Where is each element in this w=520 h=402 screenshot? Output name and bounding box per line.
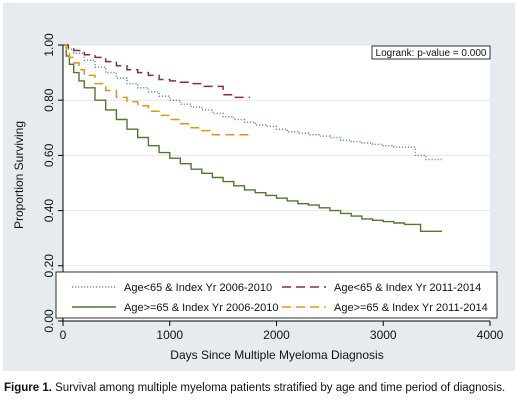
legend: Age<65 & Index Yr 2006-2010 Age<65 & Inde… [55,271,498,319]
x-tick-label: 2000 [263,328,290,342]
y-tick-label: 0.60 [42,143,56,167]
x-tick-label: 4000 [477,328,504,342]
legend-label-3: Age>=65 & Index Yr 2006-2010 [124,302,279,314]
y-tick-label: 1.00 [42,33,56,57]
series-lines [63,44,442,232]
x-tick-label: 0 [60,328,67,342]
legend-box [55,271,498,319]
logrank-text: Logrank: p-value = 0.000 [376,48,487,59]
caption-text: Survival among multiple myeloma patients… [51,382,506,394]
axis-ticks: 0.00 0.20 0.40 0.60 0.80 1.00 0 1000 2000 3000 400… [42,33,504,342]
y-tick-label: 0.80 [42,88,56,112]
figure-caption: Figure 1. Survival among multiple myelom… [4,382,516,394]
y-axis-label: Proportion Surviving [12,121,26,229]
series-line-1 [63,44,442,161]
legend-label-4: Age>=65 & Index Yr 2011-2014 [334,302,488,314]
x-axis-label: Days Since Multiple Myeloma Diagnosis [170,348,383,362]
legend-label-2: Age<65 & Index Yr 2011-2014 [334,282,481,294]
logrank-annotation: Logrank: p-value = 0.000 [371,45,491,60]
survival-chart: 0.00 0.20 0.40 0.60 0.80 1.00 0 1000 2000 3000 400… [12,33,504,362]
y-tick-label: 0.40 [42,199,56,223]
series-line-4 [63,44,250,136]
x-tick-label: 3000 [370,328,397,342]
x-tick-label: 1000 [156,328,183,342]
y-tick-label: 0.20 [42,254,56,278]
gridlines [63,44,490,267]
series-line-2 [63,44,250,99]
caption-label: Figure 1. [4,382,52,394]
legend-label-1: Age<65 & Index Yr 2006-2010 [124,282,272,294]
series-line-3 [63,44,442,232]
y-tick-label: 0.00 [42,309,56,333]
